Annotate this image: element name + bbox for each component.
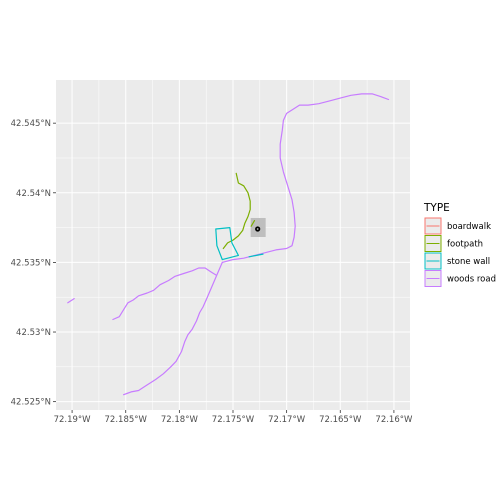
x-tick-label: 72.175°W	[212, 415, 255, 425]
x-tick-label: 72.185°W	[105, 415, 148, 425]
legend-title: TYPE	[423, 202, 450, 214]
x-tick-label: 72.16°W	[375, 415, 413, 425]
legend-label: boardwalk	[447, 222, 491, 232]
map-line-woods-road	[67, 298, 75, 304]
marker-layer	[255, 226, 261, 232]
legend-label: stone wall	[447, 257, 490, 267]
map-line-footpath	[222, 172, 251, 250]
x-tick-label: 72.18°W	[161, 415, 199, 425]
grid-lines	[56, 80, 410, 410]
map-line-stone-wall	[215, 227, 239, 261]
x-tick-label: 72.165°W	[319, 415, 362, 425]
y-tick-label: 42.54°N	[16, 189, 51, 199]
x-tick-label: 72.19°W	[54, 415, 92, 425]
y-tick-label: 42.53°N	[16, 328, 51, 338]
location-marker-center	[256, 228, 259, 230]
y-tick-label: 42.525°N	[11, 398, 51, 408]
legend-label: woods road	[447, 275, 496, 285]
x-axis: 72.19°W 72.185°W 72.18°W 72.175°W 72.17°W 72.…	[54, 410, 413, 425]
map-line-woods-road	[112, 267, 217, 321]
map-lines	[67, 93, 390, 396]
legend-label: footpath	[447, 240, 483, 250]
legend: TYPE boardwalk footpath stone wall woods ro…	[423, 202, 496, 287]
x-tick-label: 72.17°W	[268, 415, 306, 425]
map-line-woods-road	[123, 261, 223, 396]
y-axis: 42.525°N 42.53°N 42.535°N 42.54°N 42.545°N	[11, 119, 56, 408]
map-line-footpath	[250, 220, 256, 227]
map-line-stone-wall	[248, 253, 264, 258]
map-line-woods-road	[221, 93, 390, 263]
y-tick-label: 42.545°N	[11, 119, 51, 129]
y-tick-label: 42.535°N	[11, 258, 51, 268]
